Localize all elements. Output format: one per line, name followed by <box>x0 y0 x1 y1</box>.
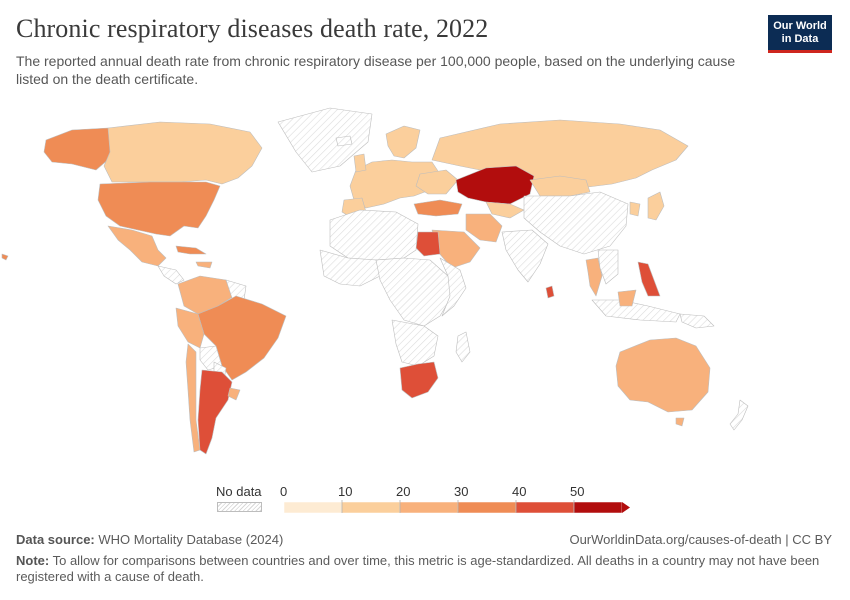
legend-tick-label: 20 <box>396 484 411 499</box>
country-iceland[interactable] <box>335 135 353 147</box>
footer-url-link[interactable]: OurWorldinData.org/causes-of-death | CC … <box>569 532 832 547</box>
legend-tick-label: 10 <box>338 484 353 499</box>
country-madagascar[interactable] <box>455 331 471 363</box>
country-kazakhstan[interactable] <box>455 165 535 205</box>
country-cuba[interactable] <box>175 245 207 255</box>
country-greenland[interactable] <box>277 107 373 173</box>
country-philippines[interactable] <box>637 261 661 297</box>
country-papua[interactable] <box>679 313 715 329</box>
country-scandinavia[interactable] <box>385 125 421 159</box>
country-hawaii[interactable] <box>1 253 9 261</box>
country-africa-west[interactable] <box>319 249 381 287</box>
legend-bin-2[interactable] <box>399 501 459 514</box>
country-central-asia[interactable] <box>485 201 525 219</box>
data-source: Data source: WHO Mortality Database (202… <box>16 532 283 547</box>
owid-logo[interactable]: Our World in Data <box>768 15 832 53</box>
country-africa-south-central[interactable] <box>391 319 439 367</box>
country-tasmania[interactable] <box>675 417 685 427</box>
country-chile[interactable] <box>185 343 201 453</box>
country-china[interactable] <box>523 191 629 255</box>
chart-subtitle: The reported annual death rate from chro… <box>16 53 736 87</box>
country-uk[interactable] <box>353 153 367 173</box>
country-argentina[interactable] <box>197 369 233 455</box>
legend-bin-4[interactable] <box>515 501 575 514</box>
country-africa-north[interactable] <box>329 209 419 261</box>
chart-title: Chronic respiratory diseases death rate,… <box>16 14 489 43</box>
country-central-america[interactable] <box>157 265 185 285</box>
note-label: Note: <box>16 553 50 568</box>
legend-bin-5[interactable] <box>573 501 623 514</box>
legend-tick-label: 0 <box>280 484 288 499</box>
country-ukraine-belarus[interactable] <box>415 169 459 195</box>
country-korea[interactable] <box>629 201 641 217</box>
legend-bin-3[interactable] <box>457 501 517 514</box>
country-africa-central[interactable] <box>375 257 453 327</box>
country-egypt[interactable] <box>415 231 441 257</box>
country-turkey[interactable] <box>413 199 463 217</box>
logo-line-1: Our World <box>773 20 827 32</box>
country-japan[interactable] <box>647 191 665 221</box>
country-canada[interactable] <box>103 121 263 185</box>
country-alaska[interactable] <box>43 127 119 171</box>
country-australia[interactable] <box>615 337 711 413</box>
data-source-link[interactable]: WHO Mortality Database (2024) <box>98 532 284 547</box>
legend-bin-0[interactable] <box>283 501 343 514</box>
legend-overflow-arrow <box>622 502 630 513</box>
footer-note: Note: To allow for comparisons between c… <box>16 553 826 585</box>
data-source-label: Data source: <box>16 532 95 547</box>
country-south-africa[interactable] <box>399 361 439 399</box>
country-india[interactable] <box>501 229 549 283</box>
country-mongolia[interactable] <box>529 175 591 197</box>
country-indochina[interactable] <box>597 249 619 285</box>
country-mexico[interactable] <box>107 225 167 267</box>
country-africa-east[interactable] <box>439 257 467 317</box>
note-text: To allow for comparisons between countri… <box>16 553 820 584</box>
logo-line-2: in Data <box>781 33 819 45</box>
country-colombia-venezuela[interactable] <box>177 275 235 315</box>
country-usa[interactable] <box>97 181 221 237</box>
country-new-zealand[interactable] <box>729 399 749 431</box>
country-uruguay[interactable] <box>227 387 241 401</box>
country-indonesia[interactable] <box>591 299 681 323</box>
country-borneo[interactable] <box>617 289 637 307</box>
country-sri-lanka[interactable] <box>545 285 555 299</box>
country-iran[interactable] <box>465 213 503 243</box>
legend-tick-label: 40 <box>512 484 527 499</box>
legend-no-data-label: No data <box>216 484 262 499</box>
legend-color-scale <box>283 500 630 514</box>
country-caribbean-1[interactable] <box>195 261 213 269</box>
country-thailand[interactable] <box>585 257 603 297</box>
legend-tick-label: 50 <box>570 484 585 499</box>
legend-tick-label: 30 <box>454 484 469 499</box>
legend-bin-1[interactable] <box>341 501 401 514</box>
legend-no-data-swatch[interactable] <box>217 502 262 512</box>
world-map <box>1 107 749 455</box>
